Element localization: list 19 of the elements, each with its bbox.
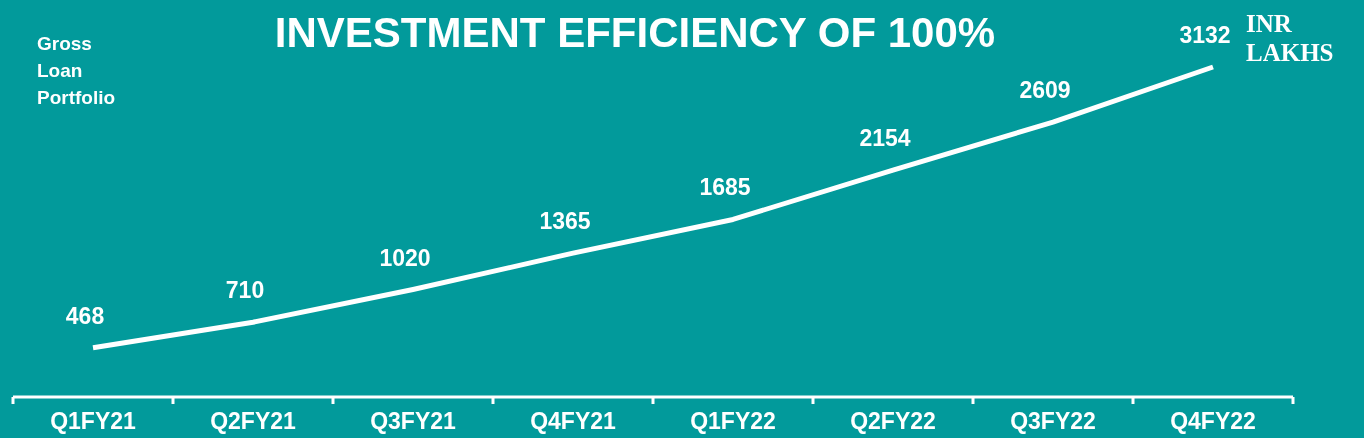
data-label: 710 — [225, 277, 265, 304]
x-tick-label: Q3FY21 — [370, 408, 457, 434]
x-tick-label: Q3FY22 — [1010, 408, 1096, 434]
data-label: 2609 — [1019, 77, 1071, 104]
data-label: 1685 — [699, 174, 751, 201]
data-label: 468 — [65, 302, 105, 329]
text: INR LAKHS — [1246, 10, 1334, 66]
data-label: 1365 — [539, 208, 591, 235]
chart-title: INVESTMENT EFFICIENCY OF 100% — [274, 9, 996, 56]
x-tick-label: Q4FY22 — [1170, 408, 1256, 434]
x-tick-label: Q1FY22 — [690, 408, 776, 434]
data-label: 2154 — [859, 125, 911, 152]
x-tick-label: Q4FY21 — [530, 408, 617, 434]
data-label: 1020 — [379, 244, 431, 271]
x-tick-label: Q1FY21 — [50, 408, 137, 434]
data-label: 3132 — [1179, 22, 1231, 48]
y-axis-title: Gross Loan Portfolio — [37, 33, 116, 108]
x-tick-label: Q2FY22 — [850, 408, 936, 434]
x-tick-label: Q2FY21 — [210, 408, 297, 434]
